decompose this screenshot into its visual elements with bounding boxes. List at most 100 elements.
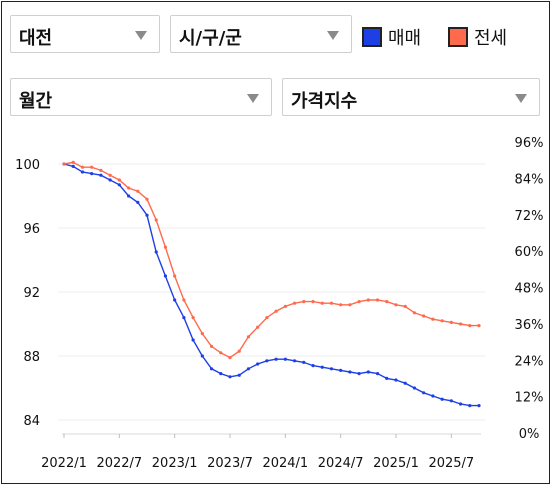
data-point xyxy=(292,359,297,363)
data-point xyxy=(366,298,370,302)
series-lines xyxy=(62,160,481,408)
x-axis: 2022/1 2022/7 2023/1 2023/7 2024/1 2024/7 2025… xyxy=(41,433,481,471)
data-point xyxy=(145,197,149,201)
chevron-down-icon xyxy=(515,94,527,103)
data-point xyxy=(274,357,278,361)
data-point xyxy=(394,303,398,307)
data-point xyxy=(173,298,177,302)
data-point xyxy=(126,186,131,190)
data-point xyxy=(80,170,85,174)
data-point xyxy=(117,178,121,182)
data-point xyxy=(209,367,214,371)
period-select[interactable]: 월간 xyxy=(10,78,272,116)
data-point xyxy=(99,168,103,172)
data-point xyxy=(80,165,85,169)
metric-select-value: 가격지수 xyxy=(291,91,358,112)
data-point xyxy=(191,316,195,320)
data-point xyxy=(329,301,334,305)
data-point xyxy=(154,218,158,222)
data-point xyxy=(292,301,297,305)
y-right-tick-label: 72% xyxy=(515,209,544,224)
data-point xyxy=(256,362,260,366)
data-point xyxy=(468,324,472,328)
y-left-tick-label: 96 xyxy=(23,222,40,237)
x-tick-label: 2023/7 xyxy=(207,456,253,471)
data-point xyxy=(375,298,380,302)
data-point xyxy=(339,368,343,372)
data-point xyxy=(163,274,168,278)
chevron-down-icon xyxy=(135,31,147,40)
metric-select[interactable]: 가격지수 xyxy=(282,78,540,116)
data-point xyxy=(246,367,251,371)
data-point xyxy=(154,250,158,254)
y-right-tick-label: 60% xyxy=(515,245,544,260)
data-point xyxy=(265,316,269,320)
data-point xyxy=(145,213,149,217)
y-left-tick-label: 88 xyxy=(23,350,40,365)
data-point xyxy=(385,300,389,304)
data-point xyxy=(265,359,269,363)
data-point xyxy=(412,311,417,315)
data-point xyxy=(394,378,398,382)
data-point xyxy=(283,304,287,308)
x-tick-label: 2023/1 xyxy=(152,456,198,471)
grid-lines xyxy=(58,163,485,421)
legend-jeonse[interactable]: 전세 xyxy=(448,24,507,50)
data-point xyxy=(366,370,370,374)
data-point xyxy=(173,274,177,278)
y-left-tick-label: 92 xyxy=(23,286,40,301)
data-point xyxy=(219,372,223,376)
data-point xyxy=(348,370,352,374)
region-select[interactable]: 대전 xyxy=(10,15,160,53)
y-right-tick-label: 0% xyxy=(519,427,540,442)
data-point xyxy=(320,365,324,369)
data-point xyxy=(458,322,463,326)
price-index-chart: 100 96 92 88 84 96% 84% 72% 60% 48% 36% 24% 12% 0% 2… xyxy=(15,136,544,471)
data-point xyxy=(357,372,361,376)
legend-swatch-sale xyxy=(362,27,382,47)
data-point xyxy=(412,386,417,390)
data-point xyxy=(302,360,306,364)
y-right-tick-label: 96% xyxy=(515,136,544,151)
data-point xyxy=(200,332,204,336)
data-point xyxy=(200,354,204,358)
data-point xyxy=(320,301,324,305)
data-point xyxy=(191,338,195,342)
legend-label-jeonse: 전세 xyxy=(474,28,508,49)
data-point xyxy=(237,349,241,353)
data-point xyxy=(274,309,278,313)
district-select-value: 시/구/군 xyxy=(179,28,242,49)
data-point xyxy=(339,303,343,307)
data-point xyxy=(403,304,407,308)
data-point xyxy=(477,324,481,328)
legend-sale[interactable]: 매매 xyxy=(362,24,421,50)
data-point xyxy=(163,245,168,249)
y-left-tick-label: 100 xyxy=(15,158,40,173)
data-point xyxy=(375,372,380,376)
series-line-jeonse xyxy=(63,161,479,359)
data-point xyxy=(182,316,186,320)
data-point xyxy=(136,189,140,193)
data-point xyxy=(99,173,103,177)
x-tick-label: 2024/7 xyxy=(318,456,364,471)
district-select[interactable]: 시/구/군 xyxy=(170,15,352,53)
y-axis-left: 100 96 92 88 84 xyxy=(15,158,40,429)
data-point xyxy=(403,381,407,385)
data-point xyxy=(431,317,435,321)
region-select-value: 대전 xyxy=(19,28,53,49)
x-tick-label: 2024/1 xyxy=(262,456,308,471)
data-point xyxy=(468,404,472,408)
data-point xyxy=(256,325,260,329)
data-point xyxy=(62,162,66,166)
period-select-value: 월간 xyxy=(19,91,53,112)
data-point xyxy=(90,165,94,169)
data-point xyxy=(71,164,75,168)
data-point xyxy=(283,357,287,361)
data-point xyxy=(117,183,121,187)
series-line-sale xyxy=(63,163,479,407)
data-point xyxy=(228,356,232,360)
data-point xyxy=(311,364,315,368)
data-point xyxy=(458,402,463,406)
data-point xyxy=(449,320,453,324)
